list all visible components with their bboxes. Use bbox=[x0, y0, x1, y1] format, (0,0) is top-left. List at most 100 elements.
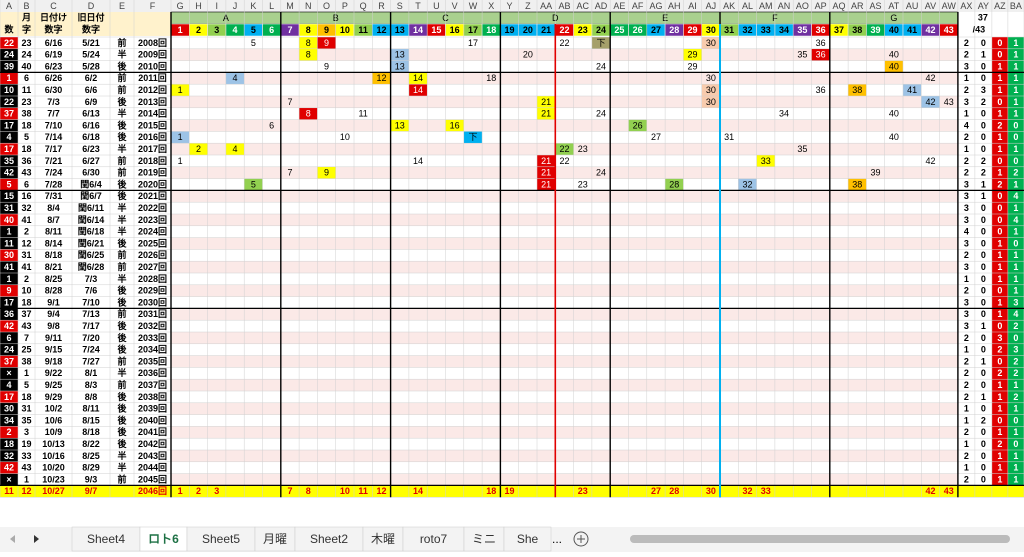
ba-cell bbox=[1007, 96, 1024, 108]
sheet-tab[interactable] bbox=[139, 526, 188, 552]
number-label: 34 bbox=[779, 25, 789, 35]
row-band bbox=[171, 450, 958, 462]
column-letter: AS bbox=[870, 1, 882, 11]
row-stat: 2 bbox=[964, 380, 969, 390]
row-field: 8/25 bbox=[82, 451, 100, 461]
number-cell bbox=[463, 131, 483, 144]
nav-prev[interactable] bbox=[10, 535, 15, 543]
row-stat: 0 bbox=[981, 61, 986, 71]
row-stat: 2 bbox=[964, 250, 969, 260]
row-cell bbox=[0, 225, 18, 238]
row-field: 7/3 bbox=[85, 274, 98, 284]
row-field: 後 bbox=[117, 391, 127, 402]
row-stat: 1 bbox=[997, 250, 1002, 260]
sheet-tab-label[interactable]: Sheet4 bbox=[87, 532, 125, 546]
number-value: 14 bbox=[413, 156, 423, 166]
row-field: 6 bbox=[24, 73, 29, 83]
sheet-tab-label[interactable]: Sheet5 bbox=[202, 532, 240, 546]
number-value: 40 bbox=[889, 132, 899, 142]
row-stat: 1 bbox=[997, 132, 1002, 142]
number-value: 29 bbox=[688, 50, 698, 60]
number-value: 18 bbox=[486, 73, 496, 83]
row-field: 8/22 bbox=[82, 439, 100, 449]
sheet-tab[interactable] bbox=[362, 526, 404, 552]
row-stat: 0 bbox=[981, 333, 986, 343]
z-cell bbox=[991, 355, 1008, 368]
nav-next[interactable] bbox=[34, 535, 39, 543]
ba-cell bbox=[1007, 296, 1024, 309]
number-value: 21 bbox=[541, 97, 551, 107]
row-stat: 3 bbox=[1013, 345, 1018, 355]
row-stat: 0 bbox=[981, 262, 986, 272]
number-label: 41 bbox=[907, 25, 917, 35]
row-field: 8/11 bbox=[45, 227, 62, 237]
ba-cell bbox=[1007, 461, 1024, 474]
row-cell bbox=[0, 190, 18, 203]
number-label: 4 bbox=[233, 25, 238, 35]
row-stat: 1 bbox=[1013, 380, 1018, 390]
row-field: 後 bbox=[117, 131, 127, 142]
column-letter: AO bbox=[796, 1, 809, 11]
row-field: 9/18 bbox=[45, 356, 63, 366]
number-value: 下 bbox=[597, 38, 606, 48]
column-letter: W bbox=[469, 1, 478, 11]
z-cell bbox=[991, 107, 1008, 120]
row-field: 7/17 bbox=[45, 144, 63, 154]
ba-cell bbox=[1007, 107, 1024, 120]
row-field: 2022回 bbox=[138, 203, 167, 213]
sheet-tab-label[interactable]: Sheet2 bbox=[310, 532, 348, 546]
z-cell bbox=[991, 402, 1008, 415]
row-stat: 0 bbox=[981, 227, 986, 237]
summary-number: 10 bbox=[340, 486, 350, 496]
number-cell bbox=[903, 84, 922, 96]
row-field: 16 bbox=[21, 191, 31, 201]
row-field: 9/25 bbox=[45, 380, 63, 390]
row-field: 38 bbox=[21, 356, 31, 366]
sheet-tab-label[interactable]: 月曜 bbox=[263, 532, 287, 546]
sheet-tab[interactable] bbox=[254, 526, 296, 552]
sheet-tab-label[interactable]: ミニ bbox=[472, 532, 496, 546]
sheet-tab-label[interactable]: She bbox=[517, 532, 539, 546]
row-field: 2015回 bbox=[138, 120, 167, 130]
row-field: 2020回 bbox=[138, 179, 167, 189]
row-stat: 0 bbox=[981, 463, 986, 473]
column-letter: O bbox=[323, 1, 330, 11]
add-sheet[interactable] bbox=[573, 531, 589, 547]
sheet-tab-label[interactable]: 木曜 bbox=[371, 532, 395, 546]
sheet-tab-label[interactable]: ロト6 bbox=[148, 532, 179, 546]
row-stat: 3 bbox=[981, 85, 986, 95]
number-value: 27 bbox=[651, 132, 661, 142]
sheet-tab[interactable] bbox=[71, 526, 141, 552]
row-field: 37 bbox=[4, 109, 14, 119]
number-value: 21 bbox=[541, 156, 551, 166]
row-stat: 2 bbox=[964, 451, 969, 461]
row-field: 2024回 bbox=[138, 227, 167, 237]
number-value: 23 bbox=[578, 179, 588, 189]
row-stat: 3 bbox=[964, 203, 969, 213]
sheet-tab[interactable] bbox=[463, 526, 505, 552]
row-cell bbox=[0, 450, 18, 462]
z-cell bbox=[991, 190, 1008, 203]
sheet-tab[interactable] bbox=[503, 526, 552, 552]
sheet-tab[interactable] bbox=[294, 526, 364, 552]
ba-cell bbox=[1007, 178, 1024, 191]
row-field: 1 bbox=[6, 73, 11, 83]
row-field: 後 bbox=[117, 285, 127, 296]
row-stat: 0 bbox=[1013, 132, 1018, 142]
row-field: 42 bbox=[4, 463, 14, 473]
z-cell bbox=[991, 261, 1008, 273]
row-field: 6/16 bbox=[45, 38, 63, 48]
z-cell bbox=[991, 131, 1008, 144]
column-letter: AD bbox=[595, 1, 608, 11]
row-field: 8/28 bbox=[45, 286, 63, 296]
h-scrollbar[interactable] bbox=[630, 535, 1010, 543]
row-field: 半 bbox=[117, 273, 126, 284]
row-field: 後 bbox=[117, 320, 127, 331]
row-stat: 2 bbox=[964, 85, 969, 95]
number-value: 8 bbox=[306, 109, 311, 119]
more-tabs[interactable]: ... bbox=[552, 532, 562, 546]
ba-cell bbox=[1007, 414, 1024, 427]
row-field: 17 bbox=[4, 144, 14, 154]
sheet-tab-label[interactable]: roto7 bbox=[420, 532, 448, 546]
row-stat: 1 bbox=[997, 297, 1002, 307]
